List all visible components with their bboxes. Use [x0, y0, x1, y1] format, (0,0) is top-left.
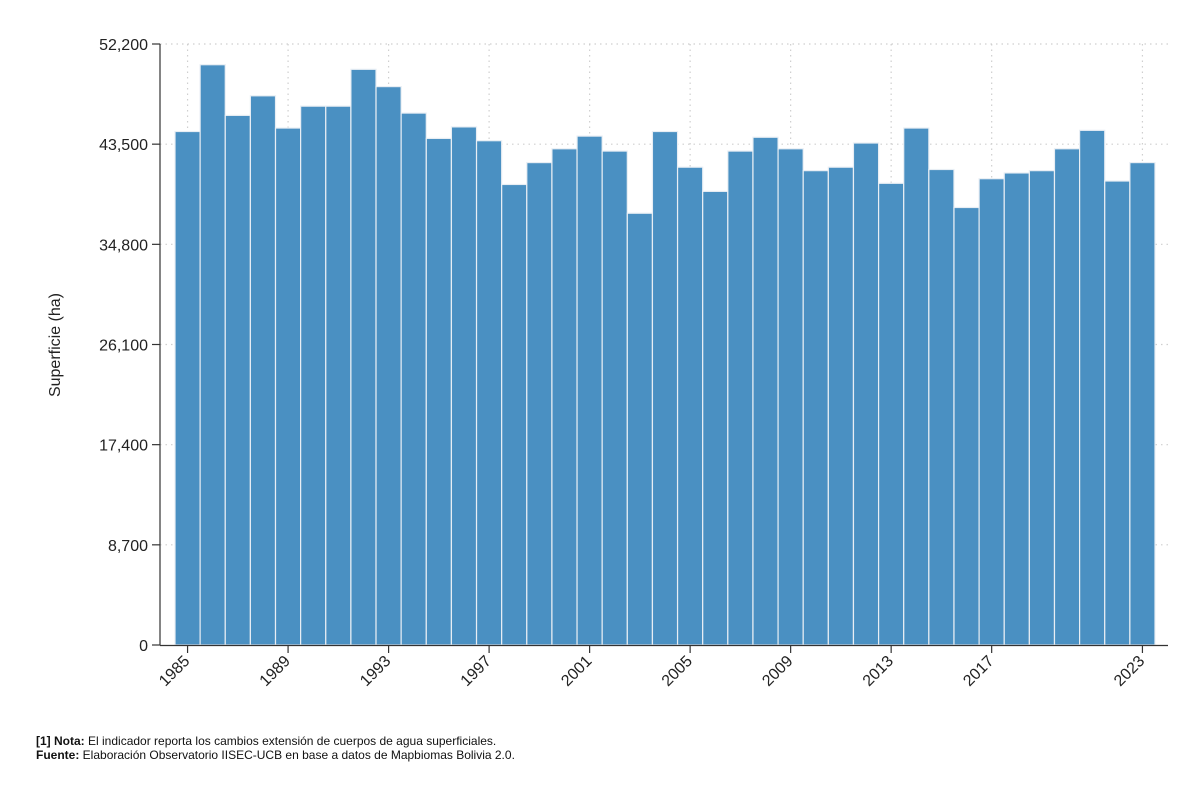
source-line: Fuente: Elaboración Observatorio IISEC-U…	[36, 748, 515, 762]
bar-2018	[1003, 172, 1030, 646]
x-tick-label: 1997	[458, 653, 495, 690]
bar-2002	[601, 150, 628, 646]
x-tick-label: 2017	[960, 653, 997, 690]
bar-1994	[400, 112, 427, 646]
bar-1993	[375, 85, 402, 646]
bar-2011	[827, 166, 855, 646]
x-tick-label: 1985	[156, 653, 193, 690]
bar-2010	[802, 170, 829, 646]
bar-1989	[274, 127, 302, 646]
bar-2022	[1104, 180, 1131, 646]
x-tick-label: 2001	[558, 653, 595, 690]
axes-layer	[152, 43, 1168, 653]
x-tick-label: 1993	[357, 653, 394, 690]
bar-2007	[727, 150, 754, 646]
note-text: El indicador reporta los cambios extensi…	[84, 734, 497, 748]
bar-2003	[626, 212, 654, 646]
bar-2020	[1053, 148, 1081, 646]
bar-2015	[928, 168, 955, 646]
y-tick-label: 52,200	[99, 37, 148, 54]
y-tick-label: 43,500	[99, 137, 148, 154]
bar-2004	[651, 130, 679, 646]
bar-1995	[425, 137, 453, 646]
x-tick-label: 2005	[659, 653, 696, 690]
bar-2013	[877, 182, 905, 646]
bar-2014	[903, 127, 930, 646]
bar-2006	[702, 190, 729, 646]
note-label: [1] Nota:	[36, 734, 85, 748]
y-axis-title: Superficie (ha)	[47, 293, 64, 397]
x-tick-label: 2009	[759, 653, 796, 690]
bar-2001	[576, 135, 603, 646]
y-tick-label: 26,100	[99, 338, 148, 355]
y-tick-label: 0	[139, 638, 148, 655]
bar-1996	[450, 126, 478, 646]
bar-2005	[676, 166, 704, 646]
x-tick-label: 1989	[257, 653, 294, 690]
bar-2009	[777, 148, 804, 646]
bar-1998	[501, 183, 528, 646]
bar-2012	[852, 142, 880, 646]
bar-1988	[249, 95, 277, 646]
bar-1990	[300, 105, 327, 646]
bar-2016	[953, 206, 980, 646]
bar-1992	[350, 68, 377, 646]
x-tick-label: 2023	[1111, 653, 1148, 690]
note-line: [1] Nota: El indicador reporta los cambi…	[36, 734, 515, 748]
source-label: Fuente:	[36, 748, 80, 762]
chart-notes: [1] Nota: El indicador reporta los cambi…	[36, 734, 515, 762]
y-tick-label: 8,700	[108, 538, 148, 555]
bar-2000	[551, 148, 578, 646]
y-tick-label: 34,800	[99, 237, 148, 254]
bar-1987	[224, 114, 251, 646]
source-text: Elaboración Observatorio IISEC-UCB en ba…	[79, 748, 515, 762]
bar-1999	[526, 161, 553, 646]
bar-1997	[475, 140, 503, 646]
bars-layer	[174, 64, 1156, 646]
bar-1991	[325, 105, 352, 646]
x-tick-label: 2013	[860, 653, 897, 690]
bar-1985	[174, 130, 201, 646]
bar-2019	[1028, 170, 1056, 646]
bar-2008	[752, 136, 779, 646]
y-tick-label: 17,400	[99, 438, 148, 455]
bar-2021	[1079, 129, 1106, 646]
bar-2023	[1129, 161, 1156, 646]
bar-1986	[199, 64, 226, 646]
bar-2017	[978, 178, 1005, 646]
